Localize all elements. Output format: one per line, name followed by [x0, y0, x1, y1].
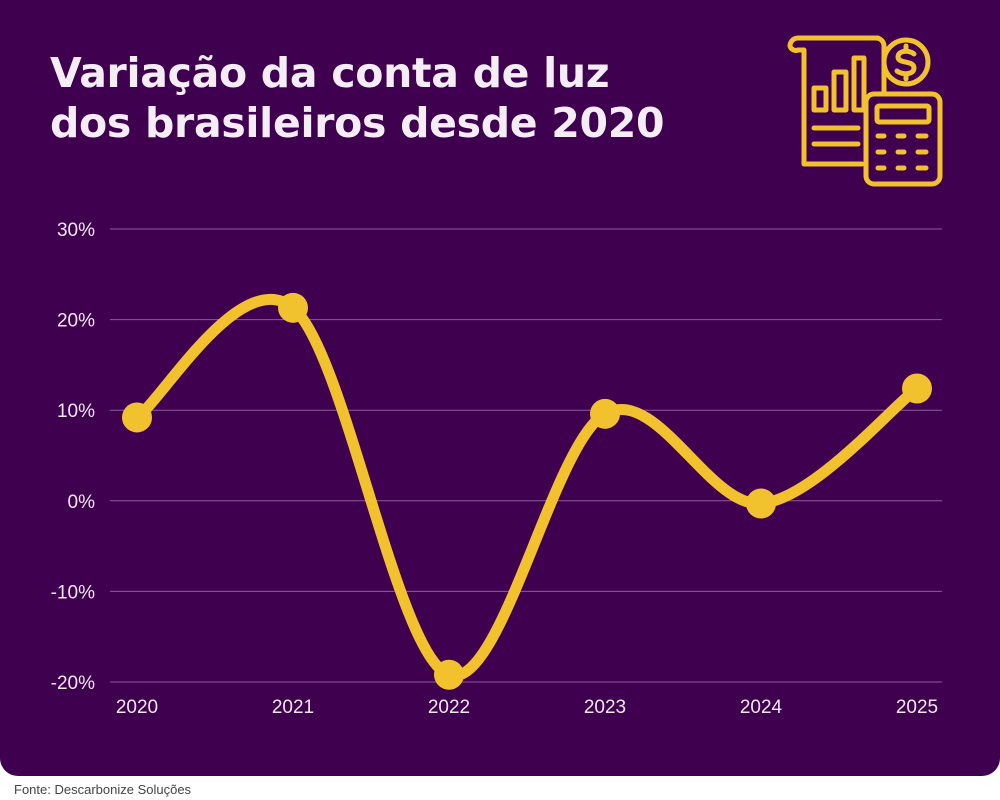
y-tick-label: -10% [51, 582, 95, 603]
chart-card: Variação da conta de luz dos brasileiros… [0, 0, 1000, 776]
source-note: Fonte: Descarbonize Soluções [14, 782, 192, 797]
y-tick-label: -20% [51, 673, 95, 694]
y-tick-label: 30% [57, 220, 95, 241]
chart-title: Variação da conta de luz dos brasileiros… [50, 48, 750, 148]
data-point [122, 402, 152, 433]
y-tick-label: 20% [57, 311, 95, 332]
x-tick-label: 2024 [740, 697, 783, 718]
data-point [434, 659, 464, 690]
financial-report-calculator-icon [787, 35, 943, 187]
chart-title-line2: dos brasileiros desde 2020 [50, 99, 665, 147]
data-point [278, 292, 308, 323]
x-tick-label: 2023 [584, 697, 626, 718]
series-line [131, 293, 923, 681]
data-point [590, 398, 620, 429]
x-tick-label: 2021 [272, 697, 314, 718]
line-chart: 30% 20% 10% 0% -10% -20% 2020 2021 2022 2023 2024… [51, 220, 942, 718]
chart-title-line1: Variação da conta de luz [50, 49, 610, 97]
data-point [902, 373, 932, 404]
x-tick-label: 2020 [116, 697, 158, 718]
data-point [746, 488, 776, 519]
y-tick-label: 0% [68, 492, 96, 513]
y-tick-label: 10% [57, 401, 95, 422]
x-tick-label: 2025 [896, 697, 938, 718]
x-tick-label: 2022 [428, 697, 470, 718]
